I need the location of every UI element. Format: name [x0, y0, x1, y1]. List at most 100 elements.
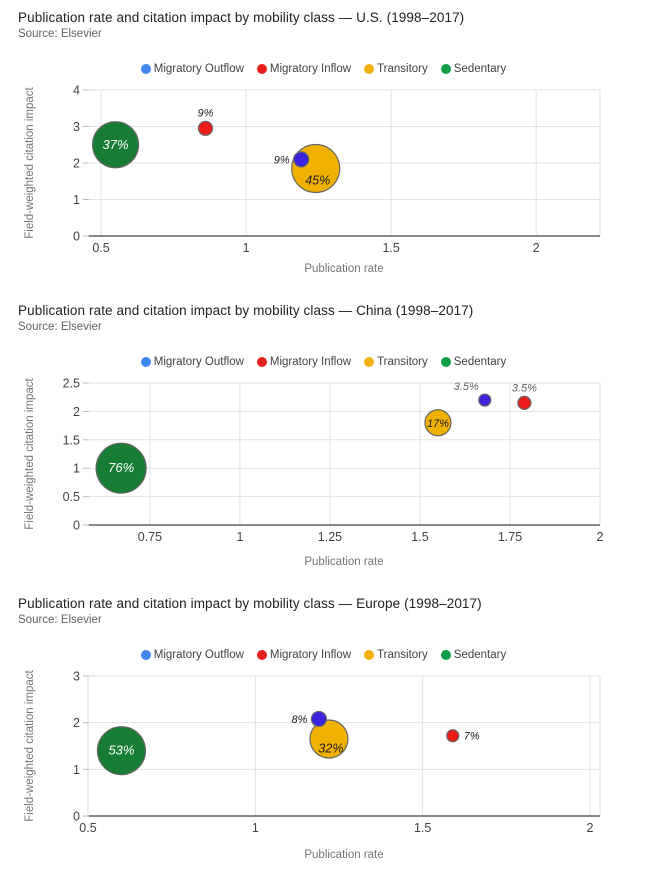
- bubble-value-label: 3.5%: [512, 382, 537, 394]
- x-tick-label: 2: [586, 821, 593, 835]
- bubble-value-label: 8%: [291, 714, 307, 726]
- legend-item-migratory-outflow: Migratory Outflow: [140, 356, 244, 368]
- bubble-sedentary: [96, 726, 147, 776]
- legend-item-migratory-outflow: Migratory Outflow: [140, 63, 244, 75]
- bubble-migratory-inflow: [517, 395, 532, 410]
- legend-dot-transitory: [364, 650, 375, 660]
- x-axis-title: Publication rate: [304, 849, 383, 861]
- bubble-migratory-outflow: [293, 151, 310, 168]
- y-tick-label: 4: [73, 84, 80, 98]
- bubble-sedentary: [95, 442, 147, 494]
- x-axis-title: Publication rate: [304, 263, 383, 275]
- legend-label: Transitory: [377, 63, 428, 75]
- x-tick-label: 0.75: [138, 530, 162, 544]
- y-tick-label: 3: [73, 670, 80, 684]
- legend-item-migratory-outflow: Migratory Outflow: [140, 649, 244, 661]
- chart-source: Source: Elsevier: [18, 321, 102, 333]
- legend-label: Migratory Outflow: [153, 63, 244, 75]
- legend-item-sedentary: Sedentary: [440, 63, 507, 75]
- legend-dot-sedentary: [440, 650, 451, 660]
- legend-label: Migratory Outflow: [153, 356, 244, 368]
- chart-source: Source: Elsevier: [18, 614, 102, 626]
- chart-block-china: Publication rate and citation impact by …: [0, 293, 647, 586]
- legend-label: Transitory: [377, 649, 428, 661]
- bubble-value-label: 37%: [103, 137, 129, 152]
- y-tick-label: 3: [73, 120, 80, 134]
- y-axis-title: Field-weighted citation impact: [24, 669, 36, 821]
- bubble-value-label: 7%: [464, 731, 480, 743]
- bubble-value-label: 76%: [108, 460, 134, 475]
- bubble-value-label: 45%: [305, 174, 330, 188]
- legend-label: Migratory Inflow: [269, 356, 352, 368]
- x-tick-label: 1.5: [414, 821, 431, 835]
- legend-dot-migratory-inflow: [256, 357, 267, 367]
- legend-label: Migratory Inflow: [269, 63, 352, 75]
- chart-title: Publication rate and citation impact by …: [18, 10, 465, 25]
- x-tick-label: 1.5: [382, 241, 399, 255]
- y-tick-label: 2: [73, 157, 80, 171]
- legend-label: Transitory: [377, 356, 428, 368]
- legend-item-migratory-inflow: Migratory Inflow: [256, 63, 352, 75]
- y-axis-title: Field-weighted citation impact: [24, 86, 36, 238]
- legend-dot-migratory-outflow: [140, 64, 151, 74]
- bubble-value-label: 9%: [274, 154, 290, 166]
- y-tick-label: 2.5: [63, 377, 80, 391]
- y-tick-label: 1: [73, 462, 80, 476]
- y-tick-label: 1: [73, 763, 80, 777]
- y-tick-label: 0.5: [63, 490, 80, 504]
- chart-block-us: Publication rate and citation impact by …: [0, 0, 647, 293]
- chart-legend: Migratory Outflow Migratory Inflow Transit…: [0, 356, 647, 368]
- legend-item-migratory-inflow: Migratory Inflow: [256, 356, 352, 368]
- legend-label: Sedentary: [453, 649, 507, 661]
- bubble-migratory-inflow: [197, 120, 214, 136]
- y-tick-label: 2: [73, 716, 80, 730]
- bubble-value-label: 9%: [198, 107, 214, 119]
- legend-dot-migratory-inflow: [256, 64, 267, 74]
- chart-plot-china: 0 0.5 1 1.5 2 2.5 0.75 1 1.25 1.5 1.75 2 Publication…: [24, 377, 604, 569]
- bubble-value-label: 53%: [108, 743, 134, 758]
- x-tick-label: 1.5: [411, 530, 428, 544]
- bubble-migratory-outflow: [478, 393, 492, 407]
- chart-block-europe: Publication rate and citation impact by …: [0, 586, 647, 879]
- x-tick-label: 0.5: [92, 241, 109, 255]
- x-tick-label: 1: [243, 241, 250, 255]
- legend-label: Migratory Outflow: [153, 649, 244, 661]
- x-tick-label: 1: [252, 821, 259, 835]
- legend-item-migratory-inflow: Migratory Inflow: [256, 649, 352, 661]
- legend-label: Migratory Inflow: [269, 649, 352, 661]
- chart-legend: Migratory Outflow Migratory Inflow Transit…: [0, 649, 647, 661]
- bubble-value-label: 3.5%: [454, 381, 479, 393]
- legend-item-sedentary: Sedentary: [440, 649, 507, 661]
- legend-dot-sedentary: [440, 357, 451, 367]
- x-tick-label: 1.75: [498, 530, 522, 544]
- y-tick-label: 2: [73, 405, 80, 419]
- legend-dot-migratory-inflow: [256, 650, 267, 660]
- y-tick-label: 0: [73, 810, 80, 824]
- bubble-transitory: [309, 719, 349, 759]
- bubble-value-label: 17%: [427, 418, 449, 430]
- legend-item-sedentary: Sedentary: [440, 356, 506, 368]
- legend-dot-migratory-outflow: [140, 357, 151, 367]
- legend-item-transitory: Transitory: [364, 649, 428, 661]
- chart-legend: Migratory Outflow Migratory Inflow Transit…: [0, 63, 647, 75]
- legend-dot-migratory-outflow: [140, 650, 151, 660]
- x-tick-label: 2: [597, 530, 604, 544]
- bubble-value-label: 32%: [318, 741, 343, 755]
- y-tick-label: 1.5: [63, 433, 80, 447]
- legend-item-transitory: Transitory: [364, 356, 428, 368]
- bubble-migratory-outflow: [310, 710, 328, 728]
- legend-label: Sedentary: [453, 63, 507, 75]
- x-axis-title: Publication rate: [304, 556, 383, 568]
- x-tick-label: 1: [236, 530, 243, 544]
- x-tick-label: 1.25: [318, 530, 342, 544]
- legend-item-transitory: Transitory: [364, 63, 428, 75]
- y-tick-label: 0: [73, 230, 80, 244]
- chart-title: Publication rate and citation impact by …: [18, 303, 474, 318]
- x-tick-label: 2: [533, 241, 540, 255]
- chart-plot-europe: 0 1 2 3 0.5 1 1.5 2 Publication rate Field-weight…: [24, 669, 601, 861]
- y-tick-label: 0: [73, 519, 80, 533]
- x-tick-label: 0.5: [79, 821, 96, 835]
- legend-dot-transitory: [364, 64, 375, 74]
- bubble-sedentary: [91, 121, 140, 169]
- chart-title: Publication rate and citation impact by …: [18, 596, 482, 611]
